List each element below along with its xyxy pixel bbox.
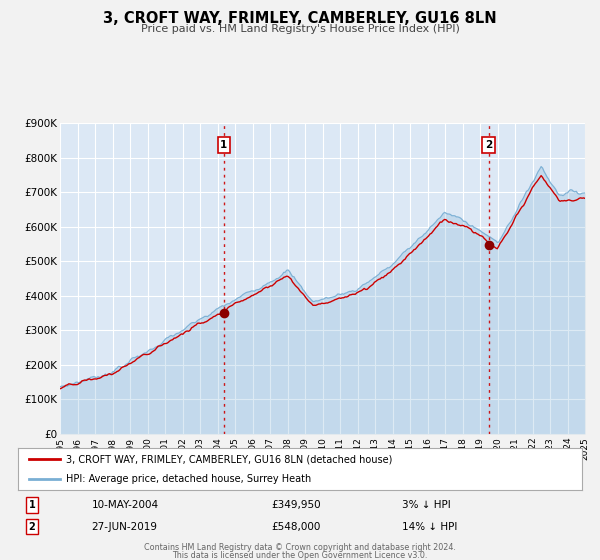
Text: This data is licensed under the Open Government Licence v3.0.: This data is licensed under the Open Gov… xyxy=(172,551,428,560)
Text: 1: 1 xyxy=(220,140,227,150)
Text: HPI: Average price, detached house, Surrey Heath: HPI: Average price, detached house, Surr… xyxy=(66,474,311,484)
Text: 3% ↓ HPI: 3% ↓ HPI xyxy=(401,500,450,510)
Text: 27-JUN-2019: 27-JUN-2019 xyxy=(91,522,157,531)
Text: 3, CROFT WAY, FRIMLEY, CAMBERLEY, GU16 8LN (detached house): 3, CROFT WAY, FRIMLEY, CAMBERLEY, GU16 8… xyxy=(66,454,392,464)
Text: 10-MAY-2004: 10-MAY-2004 xyxy=(91,500,158,510)
Text: 14% ↓ HPI: 14% ↓ HPI xyxy=(401,522,457,531)
Text: 2: 2 xyxy=(485,140,492,150)
Text: £548,000: £548,000 xyxy=(272,522,321,531)
Text: £349,950: £349,950 xyxy=(272,500,322,510)
Text: Contains HM Land Registry data © Crown copyright and database right 2024.: Contains HM Land Registry data © Crown c… xyxy=(144,543,456,552)
Text: Price paid vs. HM Land Registry's House Price Index (HPI): Price paid vs. HM Land Registry's House … xyxy=(140,24,460,34)
Text: 2: 2 xyxy=(29,522,35,531)
Text: 1: 1 xyxy=(29,500,35,510)
Text: 3, CROFT WAY, FRIMLEY, CAMBERLEY, GU16 8LN: 3, CROFT WAY, FRIMLEY, CAMBERLEY, GU16 8… xyxy=(103,11,497,26)
